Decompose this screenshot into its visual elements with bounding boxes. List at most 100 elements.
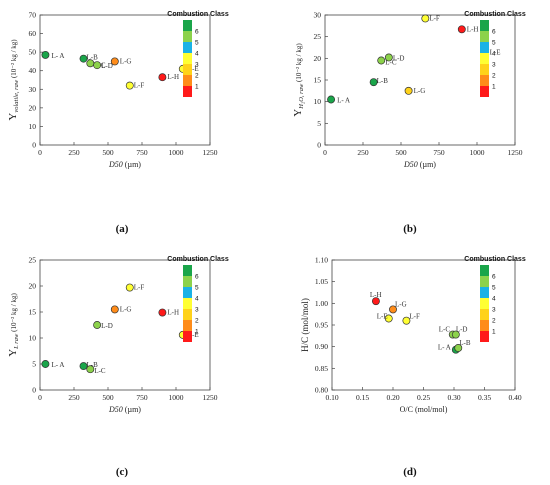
data-point-label: L-E <box>188 331 199 339</box>
x-tick-label: 500 <box>102 393 114 402</box>
panel-label: (a) <box>116 223 129 235</box>
data-point <box>86 365 95 374</box>
x-tick-label: 0 <box>38 148 42 157</box>
legend-swatch <box>183 320 192 331</box>
legend-swatch <box>480 320 489 331</box>
data-point <box>110 305 119 314</box>
plot-frame <box>39 259 211 391</box>
y-tick-label: 30 <box>314 11 322 20</box>
legend-level-label: 6 <box>492 29 496 36</box>
legend-level-label: 2 <box>492 318 496 325</box>
y-axis-title: YH₂O, raw (10⁻² kg / kg) <box>292 43 305 117</box>
data-point-label: L-G <box>395 300 407 308</box>
combustion-class-legend: Combustion Class 1 2 3 4 5 6 <box>464 11 526 97</box>
legend-level-label: 4 <box>195 51 199 58</box>
legend-level-label: 2 <box>195 318 199 325</box>
data-point <box>125 81 134 90</box>
y-tick-label: 0 <box>32 386 36 395</box>
data-point-label: L- A <box>438 344 451 352</box>
data-point-label: L-G <box>120 57 132 65</box>
y-tick-label: 30 <box>29 85 37 94</box>
data-point-label: L-H <box>167 73 179 81</box>
legend-swatch <box>480 75 489 86</box>
legend-swatch <box>480 276 489 287</box>
data-point <box>451 330 460 339</box>
x-tick-label: 0.25 <box>417 393 430 402</box>
legend-swatch <box>183 331 192 342</box>
legend-level-label: 1 <box>195 84 199 91</box>
x-tick-label: 250 <box>68 148 80 157</box>
legend-swatch <box>183 53 192 64</box>
combustion-class-legend: Combustion Class 1 2 3 4 5 6 <box>464 256 526 342</box>
legend-title: Combustion Class <box>464 256 526 263</box>
legend-level-label: 1 <box>195 329 199 336</box>
legend-swatch <box>480 287 489 298</box>
y-tick-label: 15 <box>314 76 322 85</box>
legend-level-label: 6 <box>492 274 496 281</box>
x-axis-title: D50 (µm) <box>108 405 141 414</box>
data-point <box>79 362 88 371</box>
legend-level-label: 3 <box>492 307 496 314</box>
data-point <box>110 57 119 66</box>
legend-swatch <box>183 75 192 86</box>
x-tick-label: 0.15 <box>356 393 369 402</box>
legend-level-label: 5 <box>492 40 496 47</box>
x-tick-label: 500 <box>102 148 114 157</box>
x-tick-label: 0.35 <box>478 393 491 402</box>
data-point-label: L-B <box>377 77 389 85</box>
y-tick-label: 5 <box>317 119 321 128</box>
x-tick-label: 0.30 <box>447 393 460 402</box>
data-point-label: L-E <box>377 313 388 321</box>
x-tick-label: 750 <box>136 393 148 402</box>
legend-level-label: 4 <box>492 51 496 58</box>
legend-level-label: 5 <box>195 285 199 292</box>
legend-swatch <box>183 309 192 320</box>
legend-swatch <box>183 265 192 276</box>
x-tick-label: 0.10 <box>325 393 338 402</box>
data-point <box>158 73 167 82</box>
x-tick-label: 0 <box>38 393 42 402</box>
x-tick-label: 250 <box>68 393 80 402</box>
y-tick-label: 0 <box>317 141 321 150</box>
y-tick-label: 20 <box>314 54 322 63</box>
data-point <box>421 14 430 23</box>
data-point-label: L-E <box>490 49 501 57</box>
x-tick-label: 0 <box>323 148 327 157</box>
data-point-label: L-C <box>94 367 106 375</box>
data-point <box>158 308 167 317</box>
data-point-label: L-F <box>409 313 420 321</box>
data-point <box>41 50 50 59</box>
y-tick-label: 0.90 <box>315 342 328 351</box>
legend-level-label: 3 <box>195 62 199 69</box>
x-tick-label: 750 <box>136 148 148 157</box>
x-axis-title: D50 (µm) <box>403 160 436 169</box>
x-tick-label: 1250 <box>203 393 218 402</box>
legend-level-label: 2 <box>195 73 199 80</box>
data-point-label: L-D <box>393 54 405 62</box>
data-point <box>377 56 386 65</box>
legend-swatch <box>183 86 192 97</box>
legend-title: Combustion Class <box>167 11 229 18</box>
legend-title: Combustion Class <box>464 11 526 18</box>
data-point-label: L-H <box>167 309 179 317</box>
legend-swatch <box>480 42 489 53</box>
plot-frame <box>39 14 211 146</box>
data-point-label: L-B <box>87 54 99 62</box>
data-point <box>79 54 88 63</box>
data-point <box>86 59 95 68</box>
y-tick-label: 5 <box>32 360 36 369</box>
legend-swatch <box>480 64 489 75</box>
data-point <box>371 297 380 306</box>
y-tick-label: 50 <box>29 48 37 57</box>
legend-level-label: 6 <box>195 29 199 36</box>
y-axis-title: Yvolatile, raw (10⁻² kg / kg) <box>7 39 20 121</box>
legend-title: Combustion Class <box>167 256 229 263</box>
data-point-label: L- A <box>51 52 64 60</box>
x-tick-label: 750 <box>433 148 445 157</box>
legend-swatch <box>480 31 489 42</box>
data-point-label: L-G <box>120 305 132 313</box>
y-tick-label: 0.80 <box>315 386 328 395</box>
combustion-class-legend: Combustion Class 1 2 3 4 5 6 <box>167 256 229 342</box>
